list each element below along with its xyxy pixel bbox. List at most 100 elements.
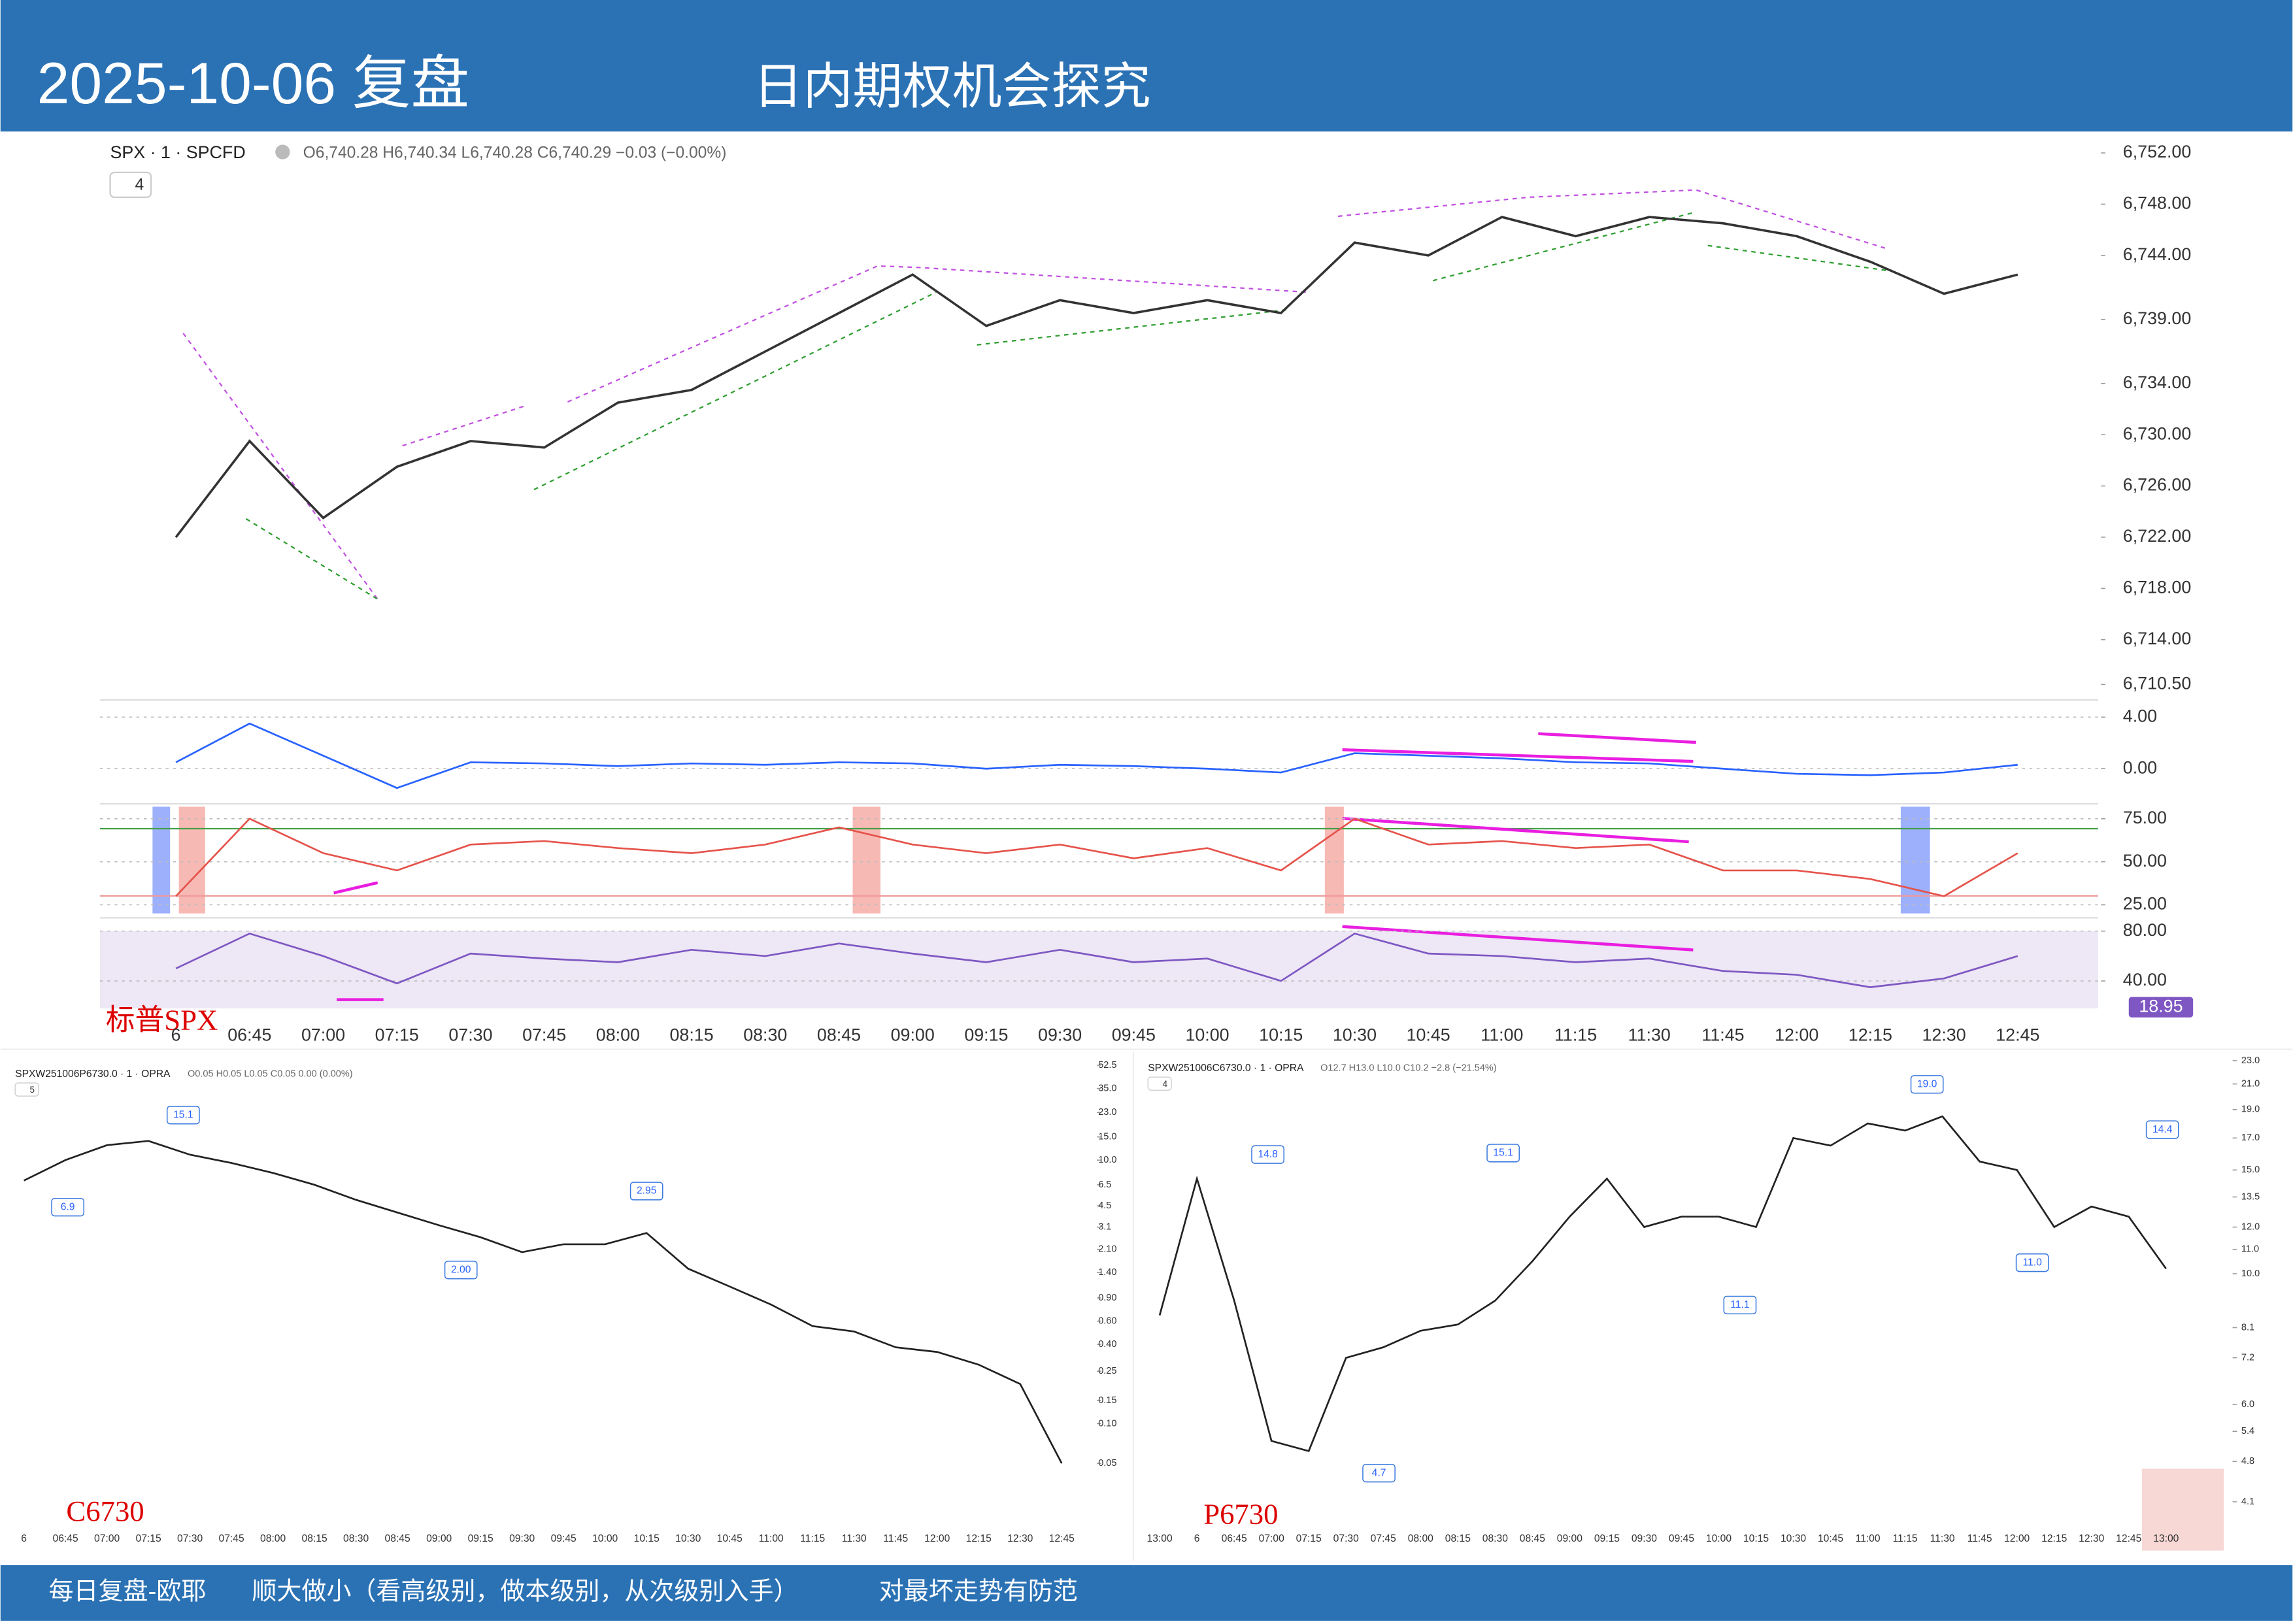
seal-stamp [2141,1468,2224,1551]
y-tick-label: 6,714.00 [2123,629,2191,648]
callout-label: 19.0 [1917,1078,1937,1089]
y-tick-label: 10.0 [1098,1155,1116,1165]
y-tick-label: 6.0 [2241,1399,2254,1410]
trend-line [245,518,378,600]
x-tick-label: 11:45 [1967,1533,1992,1544]
signal-band [852,806,881,914]
y-tick-label: 0.90 [1098,1293,1116,1303]
price-line [175,933,2018,988]
y-tick-label: 2.10 [1098,1244,1116,1255]
x-tick-label: 07:45 [522,1025,566,1045]
signal-band [1900,806,1930,914]
callout-box [1723,1295,1757,1315]
y-tick-label: 10.0 [2241,1268,2260,1279]
x-tick-label: 12:30 [1007,1533,1033,1544]
x-tick-label: 6 [171,1025,181,1045]
callout-box [2145,1120,2179,1139]
callout-label: 2.00 [451,1264,471,1275]
trend-line [402,405,524,447]
footer-risk: 对最坏走势有防范 [879,1578,1078,1606]
callout-box [1910,1075,1944,1094]
x-tick-label: 10:00 [1706,1533,1732,1544]
y-tick-label: 40.00 [2123,970,2167,989]
y-tick-label: 0.40 [1098,1339,1116,1350]
x-tick-label: 09:30 [1038,1025,1082,1045]
y-tick-label: 0.05 [1098,1458,1116,1468]
y-tick-label: 4.8 [2241,1456,2254,1467]
y-tick-label: 23.0 [2241,1055,2260,1066]
x-tick-label: 11:00 [1856,1533,1881,1544]
x-tick-label: 12:45 [1049,1533,1075,1544]
x-tick-label: 07:00 [94,1533,120,1544]
x-tick-label: 07:30 [177,1533,203,1544]
callout-label: 11.0 [2023,1257,2043,1268]
y-tick-label: 25.00 [2123,894,2167,914]
y-tick-label: 8.1 [2241,1322,2254,1333]
header-date: 2025-10-06 复盘 [37,50,469,116]
option-ohlc: O12.7 H13.0 L10.0 C10.2 −2.8 (−21.54%) [1320,1063,1497,1074]
x-tick-label: 09:15 [964,1025,1008,1045]
x-tick-label: 08:30 [743,1025,787,1045]
callout-label: 15.1 [173,1109,193,1120]
x-tick-label: 09:15 [1594,1533,1620,1544]
y-tick-label: 0.60 [1098,1316,1116,1326]
x-tick-label: 13:00 [2153,1533,2179,1544]
trend-lines [182,189,1886,600]
x-tick-label: 08:00 [1408,1533,1433,1544]
x-tick-label: 08:30 [343,1533,369,1544]
x-tick-label: 11:00 [759,1533,784,1544]
signal-band [152,806,171,914]
footer-bar [0,1565,2293,1621]
y-tick-label: 6,752.00 [2123,142,2191,161]
signal-band [178,806,205,914]
x-tick-label: 11:30 [1930,1533,1955,1544]
y-tick-label: 6,718.00 [2123,577,2191,597]
divergence-line [1342,817,1689,844]
x-tick-label: 11:30 [1628,1025,1671,1045]
y-tick-label: 0.25 [1098,1366,1116,1376]
x-tick-label: 08:15 [670,1025,714,1045]
y-tick-label: 52.5 [1098,1060,1116,1070]
x-tick-label: 6 [21,1533,27,1544]
y-tick-label: 6.5 [1098,1180,1111,1190]
x-tick-label: 10:30 [1781,1533,1806,1544]
x-tick-label: 10:00 [592,1533,618,1544]
y-tick-label: 3.1 [1098,1222,1111,1233]
y-tick-label: 0.10 [1098,1418,1116,1429]
x-tick-label: 10:30 [675,1533,701,1544]
indicator-badge [14,1082,39,1097]
ohlc: O6,740.28 H6,740.34 L6,740.28 C6,740.29 … [303,144,727,161]
option-ohlc: O0.05 H0.05 L0.05 C0.05 0.00 (0.00%) [188,1069,353,1079]
callout-box [629,1182,663,1201]
callout-box [166,1106,200,1125]
x-tick-label: 12:15 [1849,1025,1892,1045]
x-tick-label: 10:00 [1185,1025,1229,1045]
price-line [1158,1115,2167,1452]
footer-motto: 顺大做小（看高级别，做本级别，从次级别入手） [252,1578,798,1606]
signal-band [1324,806,1344,914]
y-tick-label: 4.5 [1098,1201,1111,1211]
callout-label: 6.9 [61,1201,75,1212]
indicator-count: 4 [1163,1079,1168,1089]
x-tick-label: 12:30 [1922,1025,1966,1045]
callout-label: 4.7 [1372,1467,1386,1478]
x-tick-label: 12:00 [2004,1533,2030,1544]
y-tick-label: 4.1 [2241,1497,2254,1507]
x-tick-label: 07:00 [1259,1533,1284,1544]
x-tick-label: 09:45 [1669,1533,1694,1544]
x-tick-label: 09:00 [426,1533,452,1544]
x-tick-label: 08:30 [1482,1533,1508,1544]
x-tick-label: 11:45 [883,1533,908,1544]
x-tick-label: 09:00 [891,1025,935,1045]
x-tick-label: 08:45 [385,1533,410,1544]
indicator-badge[interactable] [109,171,152,199]
x-tick-label: 12:15 [2041,1533,2067,1544]
trend-line [1337,189,1886,250]
price-line [175,216,2018,539]
trend-line [182,333,378,600]
x-tick-label: 12:45 [2116,1533,2141,1544]
status-dot [275,144,290,159]
current-value: 18.95 [2139,996,2183,1016]
x-tick-label: 09:45 [1112,1025,1156,1045]
